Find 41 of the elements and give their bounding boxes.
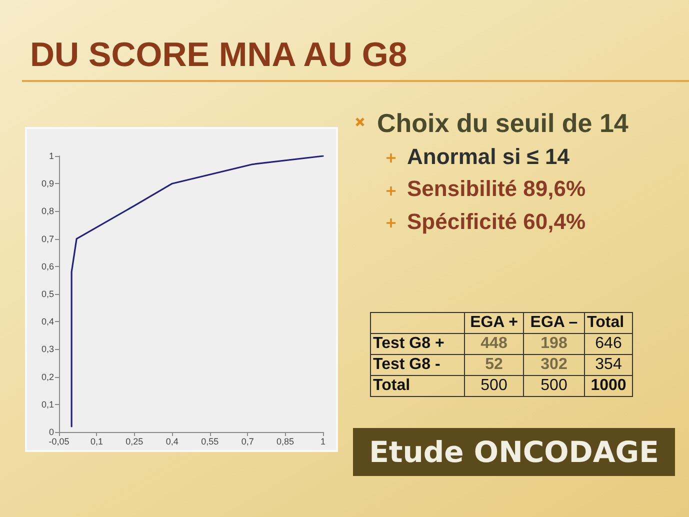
x-tick-label: 0,4 — [166, 436, 178, 446]
y-tick-label: 1 — [48, 151, 54, 161]
y-tick-label: 0,6 — [41, 261, 54, 272]
x-tick-label: 0,1 — [90, 436, 103, 446]
text: 198 — [524, 334, 584, 354]
y-tick-label: 0,5 — [41, 289, 54, 299]
text: 1000 — [584, 376, 632, 396]
text: Test G8 - — [370, 354, 464, 376]
text: 500 — [524, 376, 584, 396]
y-tick-label: 0,2 — [41, 372, 54, 382]
text: Anormal si ≤ 14 — [407, 144, 570, 169]
text: 448 — [464, 334, 524, 354]
x-tick-label: 0,7 — [241, 436, 254, 446]
y-tick-label: 0,1 — [41, 399, 54, 410]
text: Etude ONCODAGE — [353, 428, 675, 476]
text: Total — [370, 376, 464, 396]
text: EGA + — [464, 312, 524, 334]
text: Spécificité 60,4% — [407, 209, 586, 234]
line-series — [70, 155, 324, 428]
text: EGA – — [524, 312, 584, 334]
text: 302 — [524, 354, 584, 376]
x-tick-label: 1 — [320, 436, 326, 446]
y-tick-label: 0,8 — [41, 206, 54, 216]
text: Choix du seuil de 14 — [377, 108, 628, 138]
y-tick-label: 0,9 — [41, 178, 54, 189]
x-tick-label: 0,25 — [126, 436, 144, 446]
y-tick-label: 0,7 — [41, 234, 54, 244]
text: 500 — [464, 376, 524, 396]
y-tick-label: 0,4 — [41, 316, 54, 327]
text: Sensibilité 89,6% — [407, 176, 586, 201]
x-tick-label: 0,85 — [276, 436, 294, 446]
x-tick-label: -0,05 — [48, 436, 70, 446]
y-tick-label: 0,3 — [41, 344, 54, 354]
y-tick-label: 0 — [48, 427, 54, 437]
text: 354 — [584, 354, 632, 376]
chart-title: DU SCORE MNA AU G8 — [30, 36, 408, 74]
x-tick-label: 0,55 — [201, 436, 219, 446]
text: 52 — [464, 354, 524, 376]
text: 646 — [584, 334, 632, 354]
text: Total — [584, 312, 632, 334]
text: Test G8 + — [370, 334, 464, 354]
